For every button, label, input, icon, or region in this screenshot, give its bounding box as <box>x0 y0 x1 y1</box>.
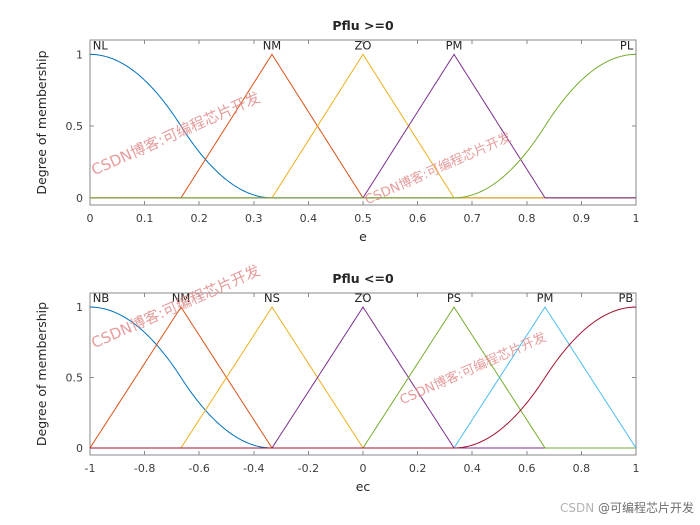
x-tick-label: 0.2 <box>190 212 208 225</box>
x-tick-label: 0.4 <box>463 462 481 475</box>
mf-label-PS: PS <box>447 291 461 305</box>
credit-handle: @可编程芯片开发 <box>597 501 694 515</box>
x-tick-label: 0.4 <box>300 212 318 225</box>
x-tick-label: 0.6 <box>409 212 427 225</box>
y-axis-label: Degree of membership <box>34 50 49 194</box>
x-tick-label: -0.6 <box>188 462 209 475</box>
x-tick-label: 0.9 <box>573 212 591 225</box>
y-tick-label: 1 <box>76 48 83 61</box>
series-PB <box>90 306 637 449</box>
x-axis-label: ec <box>356 479 371 494</box>
x-tick-label: -0.2 <box>298 462 319 475</box>
series-PM <box>90 306 637 449</box>
mf-label-ZO: ZO <box>355 291 372 305</box>
series-ZO <box>90 306 636 449</box>
chart-title: Pflu <=0 <box>332 271 394 286</box>
x-axis-label: e <box>359 229 367 244</box>
x-tick-label: 0.5 <box>354 212 372 225</box>
x-tick-label: 0.8 <box>573 462 591 475</box>
x-tick-label: -1 <box>85 462 96 475</box>
x-tick-label: 0 <box>360 462 367 475</box>
series-ZO <box>90 53 636 199</box>
x-tick-label: 0.7 <box>463 212 481 225</box>
x-tick-label: 1 <box>633 462 640 475</box>
x-tick-label: 0.6 <box>518 462 536 475</box>
y-tick-label: 0 <box>76 442 83 455</box>
y-tick-label: 0.5 <box>66 372 84 385</box>
chart-title: Pflu >=0 <box>332 18 394 33</box>
mf-label-ZO: ZO <box>355 38 372 52</box>
mf-label-NM: NM <box>263 38 282 52</box>
x-tick-label: 1 <box>633 212 640 225</box>
plot-box <box>89 39 637 206</box>
series-NM <box>89 306 636 449</box>
csdn-credit: CSDN @可编程芯片开发 <box>560 499 694 516</box>
x-tick-label: -0.4 <box>243 462 264 475</box>
series-PS <box>90 306 636 449</box>
mf-label-PB: PB <box>618 291 633 305</box>
mf-label-PL: PL <box>620 38 634 52</box>
x-tick-label: 0.8 <box>518 212 536 225</box>
y-tick-label: 0 <box>76 192 83 205</box>
x-tick-label: 0.3 <box>245 212 263 225</box>
x-tick-label: -0.8 <box>134 462 155 475</box>
mf-label-NS: NS <box>264 291 280 305</box>
chart-1: -1 -0.8 -0.6 -0.4 -0.2 0 0.2 0.4 0.6 0.8 1 0 0.5 1 NB N… <box>34 271 640 494</box>
y-tick-label: 1 <box>76 301 83 314</box>
series-PL <box>90 53 637 199</box>
y-tick-label: 0.5 <box>66 120 84 133</box>
series-NS <box>90 306 636 449</box>
mf-label-NB: NB <box>93 291 110 305</box>
x-tick-label: 0 <box>87 212 94 225</box>
plot-box <box>89 292 637 456</box>
series-NM <box>90 53 636 199</box>
mf-label-PM: PM <box>446 38 463 52</box>
y-axis-label: Degree of membership <box>34 302 49 446</box>
series-NL <box>89 53 636 199</box>
series-NB <box>89 306 636 449</box>
credit-prefix: CSDN <box>559 501 598 515</box>
x-tick-label: 0.1 <box>136 212 154 225</box>
mf-label-NM: NM <box>172 291 191 305</box>
mf-label-PM: PM <box>537 291 554 305</box>
chart-0: 0 0.1 0.2 0.3 0.4 0.5 0.6 0.7 0.8 0.9 1 0 0.5 1 NL NM ZO… <box>34 18 640 244</box>
series-PM <box>90 53 636 199</box>
x-tick-label: 0.2 <box>409 462 427 475</box>
mf-label-NL: NL <box>93 38 109 52</box>
